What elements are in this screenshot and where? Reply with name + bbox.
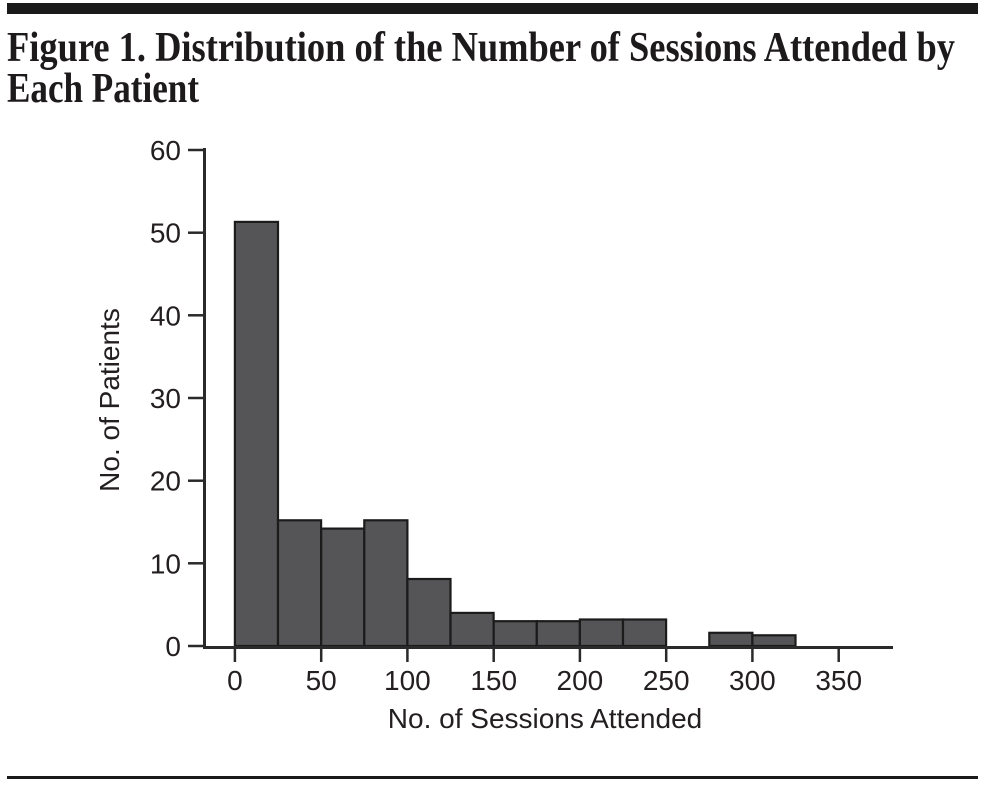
y-tick-label: 0 bbox=[165, 631, 181, 662]
histogram-bar bbox=[233, 220, 280, 648]
y-axis-title: No. of Patients bbox=[94, 308, 125, 492]
histogram-bar bbox=[406, 577, 452, 648]
histogram-bars bbox=[233, 220, 797, 648]
x-tick-label: 200 bbox=[557, 665, 604, 696]
figure-title-line-2: Each Patient bbox=[7, 66, 199, 112]
y-tick-label: 60 bbox=[150, 135, 181, 166]
bottom-rule bbox=[7, 776, 978, 779]
x-axis-title: No. of Sessions Attended bbox=[388, 703, 702, 734]
y-tick-label: 20 bbox=[150, 466, 181, 497]
figure-title-line-1: Figure 1. Distribution of the Number of … bbox=[7, 25, 955, 71]
histogram-bar bbox=[363, 519, 409, 648]
x-tick-label: 100 bbox=[384, 665, 431, 696]
y-tick-label: 40 bbox=[150, 300, 181, 331]
x-tick-label: 250 bbox=[643, 665, 690, 696]
histogram-bar bbox=[320, 527, 366, 648]
histogram-bar bbox=[492, 620, 538, 648]
x-tick-label: 50 bbox=[306, 665, 337, 696]
histogram-bar bbox=[535, 620, 581, 648]
histogram-bar bbox=[751, 634, 797, 648]
histogram-bar bbox=[449, 611, 495, 648]
histogram-bar bbox=[276, 519, 323, 648]
histogram-bar bbox=[708, 631, 754, 648]
y-tick-label: 10 bbox=[150, 548, 181, 579]
y-tick-label: 30 bbox=[150, 383, 181, 414]
x-tick-label: 300 bbox=[729, 665, 776, 696]
top-rule bbox=[7, 3, 978, 14]
x-tick-label: 350 bbox=[815, 665, 862, 696]
histogram-bar bbox=[621, 618, 668, 648]
axis-ticks: 0 10 20 30 40 50 60 0 50 100 150 200 250 300 350 bbox=[150, 135, 862, 696]
x-tick-label: 0 bbox=[227, 665, 243, 696]
y-tick-label: 50 bbox=[150, 218, 181, 249]
x-tick-label: 150 bbox=[470, 665, 517, 696]
histogram-bar bbox=[578, 618, 625, 648]
